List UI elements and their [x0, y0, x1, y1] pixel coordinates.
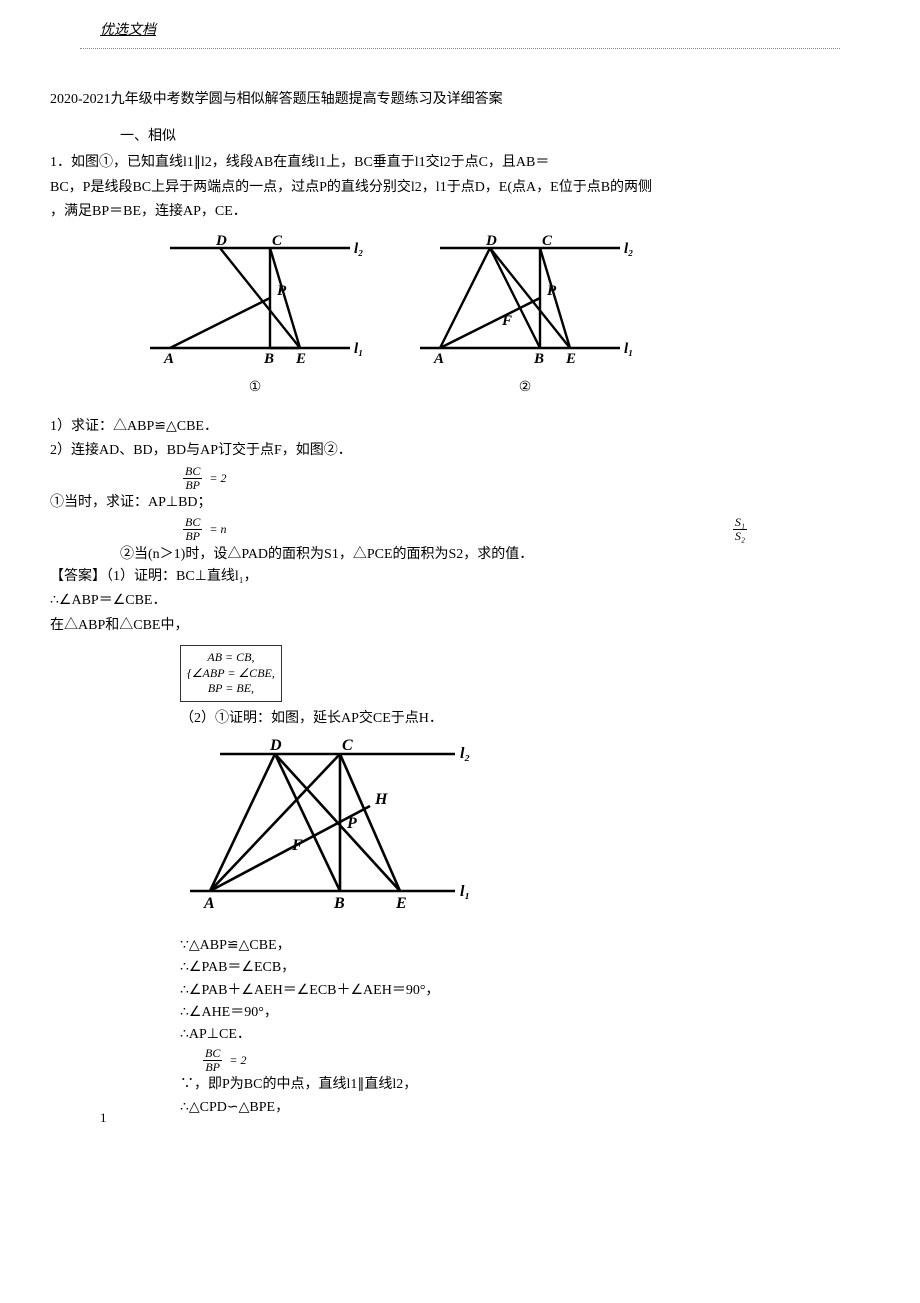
- document-title: 2020-2021九年级中考数学圆与相似解答题压轴题提高专题练习及详细答案: [50, 89, 840, 111]
- label-P: P: [547, 283, 557, 299]
- label-A: A: [433, 351, 444, 367]
- label-P: P: [346, 815, 357, 832]
- label-A: A: [163, 351, 174, 367]
- label-A: A: [203, 895, 215, 912]
- proof-line-4: ∴∠AHE＝90°，: [180, 1002, 840, 1024]
- problem-line-2: BC，P是线段BC上异于两端点的一点，过点P的直线分别交l2，l1于点D，E(点…: [50, 177, 840, 199]
- figure-2: D C l₂ P F A B E l₁ ②: [410, 233, 640, 399]
- answer-head: 【答案】（1）证明：BC⊥直线l₁，: [50, 566, 840, 588]
- label-l2: l₂: [354, 241, 363, 257]
- proof-line-5: ∴AP⊥CE．: [180, 1024, 840, 1046]
- fraction-bc-bp-n: BCBP = n S₁S₂: [180, 516, 840, 543]
- fraction-bc-bp-2b: BCBP = 2: [200, 1047, 840, 1074]
- label-l2: l₂: [624, 241, 633, 257]
- label-B: B: [333, 895, 345, 912]
- label-H: H: [374, 791, 388, 808]
- label-l1: l₁: [624, 341, 633, 357]
- label-D: D: [485, 233, 497, 249]
- section-heading: 一、相似: [120, 126, 840, 148]
- proof-line-1: ∵△ABP≌△CBE，: [180, 935, 840, 957]
- label-E: E: [565, 351, 576, 367]
- question-2-1: ①当时，求证：AP⊥BD；: [50, 492, 840, 514]
- problem-line-3: ，满足BP＝BE，连接AP，CE．: [50, 201, 840, 223]
- proof-2-head: （2）①证明：如图，延长AP交CE于点H．: [180, 708, 840, 730]
- question-1: 1）求证：△ABP≌△CBE．: [50, 416, 840, 438]
- label-l1: l₁: [354, 341, 363, 357]
- answer-line-2: 在△ABP和△CBE中，: [50, 615, 840, 637]
- question-2-2: ②当(n＞1)时，设△PAD的面积为S1，△PCE的面积为S2，求的值．: [120, 544, 840, 566]
- question-2: 2）连接AD、BD，BD与AP订交于点F，如图②．: [50, 440, 840, 462]
- label-C: C: [342, 737, 353, 754]
- congruence-box: AB = CB, {∠ABP = ∠CBE, BP = BE,: [180, 645, 282, 702]
- proof-line-3: ∴∠PAB＋∠AEH＝∠ECB＋∠AEH＝90°，: [180, 980, 840, 1002]
- proof-line-7: ∴△CPD∽△BPE，: [180, 1097, 840, 1119]
- label-D: D: [269, 737, 282, 754]
- label-F: F: [291, 837, 303, 854]
- proof-line-2: ∴∠PAB＝∠ECB，: [180, 957, 840, 979]
- label-B: B: [263, 351, 274, 367]
- figure-1-label: ①: [249, 377, 262, 399]
- label-l2: l₂: [460, 745, 470, 762]
- figure-2-label: ②: [519, 377, 532, 399]
- label-P: P: [277, 283, 287, 299]
- label-l1: l₁: [460, 883, 470, 900]
- label-C: C: [542, 233, 553, 249]
- figures-row-1: D C l₂ P A B E l₁ ①: [140, 233, 840, 399]
- label-D: D: [215, 233, 227, 249]
- label-E: E: [395, 895, 407, 912]
- label-C: C: [272, 233, 283, 249]
- header-label: 优选文档: [100, 20, 840, 42]
- label-B: B: [533, 351, 544, 367]
- label-E: E: [295, 351, 306, 367]
- figure-1: D C l₂ P A B E l₁ ①: [140, 233, 370, 399]
- fraction-bc-bp-2: BCBP = 2: [180, 465, 840, 492]
- figure-3: D C l₂ H P F A B E l₁: [180, 736, 840, 924]
- page-number: 1: [100, 1108, 107, 1129]
- header-divider: [80, 48, 840, 49]
- answer-line-1: ∴∠ABP＝∠CBE．: [50, 590, 840, 612]
- problem-line-1: 1．如图①，已知直线l1∥l2，线段AB在直线l1上，BC垂直于l1交l2于点C…: [50, 152, 840, 174]
- proof-line-6: ∵，即P为BC的中点，直线l1∥直线l2，: [180, 1074, 840, 1096]
- label-F: F: [501, 313, 512, 329]
